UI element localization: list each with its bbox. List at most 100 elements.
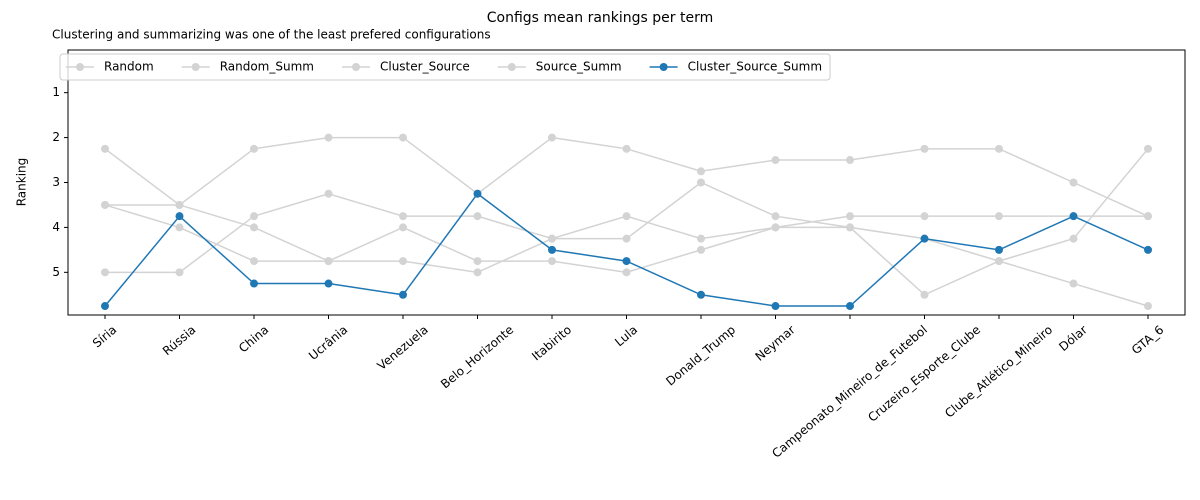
legend-label: Cluster_Source — [380, 60, 470, 74]
x-tick-label: Neymar — [753, 323, 798, 364]
point — [771, 223, 780, 232]
x-tick-label: Lula — [612, 323, 640, 350]
x-tick-label: Síria — [90, 323, 119, 351]
y-tick-label: 3 — [52, 175, 60, 189]
point — [622, 144, 631, 153]
point — [846, 156, 854, 165]
legend-marker — [659, 63, 668, 71]
point — [1144, 144, 1152, 153]
point — [995, 212, 1003, 221]
point — [1069, 178, 1078, 187]
legend: Random Random_Summ Cluster_Source Source_Su… — [59, 53, 831, 81]
legend-marker — [507, 63, 516, 71]
point — [771, 212, 780, 221]
point — [995, 257, 1003, 266]
x-tick-label: Venezuela — [375, 323, 431, 373]
point — [622, 257, 631, 266]
point — [995, 245, 1003, 254]
point — [1144, 212, 1152, 221]
point — [771, 156, 780, 165]
point — [920, 144, 929, 153]
point — [622, 212, 631, 221]
point — [1144, 245, 1152, 254]
point — [473, 189, 482, 198]
legend-marker — [76, 63, 84, 71]
y-tick-label: 2 — [52, 130, 60, 144]
point — [697, 290, 705, 299]
point — [250, 212, 258, 221]
point — [920, 212, 929, 221]
point — [1144, 302, 1152, 311]
point — [1069, 279, 1078, 288]
point — [473, 257, 482, 266]
series-line — [104, 192, 1149, 307]
point — [175, 200, 184, 209]
x-tick-label: Ucrânia — [306, 323, 350, 363]
point — [324, 279, 333, 288]
point — [101, 144, 109, 153]
point — [250, 223, 258, 232]
point — [697, 234, 705, 243]
point — [324, 257, 333, 266]
point — [548, 245, 556, 254]
point — [250, 257, 258, 266]
point — [175, 223, 184, 232]
y-tick-label: 5 — [52, 265, 60, 279]
legend-label: Random — [104, 60, 154, 74]
legend-label: Random_Summ — [220, 60, 314, 74]
point — [175, 212, 184, 221]
point — [101, 268, 109, 277]
point — [324, 189, 333, 198]
legend-marker — [191, 63, 200, 71]
point — [473, 212, 482, 221]
point — [548, 234, 556, 243]
legend-label: Cluster_Source_Summ — [688, 60, 822, 74]
point — [175, 268, 184, 277]
point — [920, 234, 929, 243]
point — [771, 302, 780, 311]
point — [399, 212, 407, 221]
legend-label: Source_Summ — [536, 60, 622, 74]
point — [324, 133, 333, 142]
x-tick-label: Rússia — [160, 323, 199, 359]
point — [101, 302, 109, 311]
point — [101, 200, 109, 209]
y-tick-label: 1 — [52, 85, 60, 99]
point — [846, 302, 854, 311]
legend-marker — [351, 63, 360, 71]
point — [399, 257, 407, 266]
point — [697, 167, 705, 176]
point — [622, 234, 631, 243]
series-line — [105, 181, 1149, 307]
point — [697, 178, 705, 187]
y-axis-label: Ranking — [15, 158, 29, 207]
x-tick-label: Itabirito — [529, 323, 574, 364]
point — [920, 290, 929, 299]
point — [250, 279, 258, 288]
y-tick-label: 4 — [52, 220, 60, 234]
point — [846, 212, 854, 221]
chart-subtitle: Clustering and summarizing was one of th… — [52, 28, 491, 42]
legend-frame — [59, 53, 831, 81]
point — [399, 290, 407, 299]
point — [846, 223, 854, 232]
point — [995, 144, 1003, 153]
point — [1069, 212, 1078, 221]
point — [697, 245, 705, 254]
point — [622, 268, 631, 277]
point — [399, 223, 407, 232]
point — [548, 257, 556, 266]
point — [473, 268, 482, 277]
x-tick-label: Donald_Trump — [663, 323, 738, 389]
chart-title: Configs mean rankings per term — [487, 10, 713, 26]
x-tick-label: Belo_Horizonte — [438, 323, 516, 392]
point — [250, 144, 258, 153]
point — [1069, 234, 1078, 243]
point — [548, 133, 556, 142]
x-tick-label: China — [236, 323, 271, 356]
x-tick-label: Dólar — [1056, 323, 1090, 354]
x-tick-label: GTA_6 — [1129, 323, 1166, 358]
point — [399, 133, 407, 142]
